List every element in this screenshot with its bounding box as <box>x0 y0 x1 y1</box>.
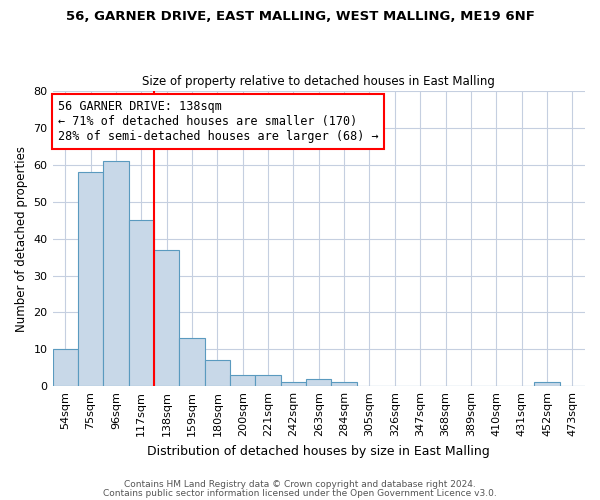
Bar <box>534 382 560 386</box>
Text: Contains public sector information licensed under the Open Government Licence v3: Contains public sector information licen… <box>103 488 497 498</box>
Bar <box>103 161 128 386</box>
Bar <box>179 338 205 386</box>
Title: Size of property relative to detached houses in East Malling: Size of property relative to detached ho… <box>142 76 495 88</box>
Bar <box>256 375 281 386</box>
Bar <box>230 375 256 386</box>
X-axis label: Distribution of detached houses by size in East Malling: Distribution of detached houses by size … <box>148 444 490 458</box>
Text: Contains HM Land Registry data © Crown copyright and database right 2024.: Contains HM Land Registry data © Crown c… <box>124 480 476 489</box>
Y-axis label: Number of detached properties: Number of detached properties <box>15 146 28 332</box>
Bar <box>128 220 154 386</box>
Bar <box>331 382 357 386</box>
Bar <box>306 379 331 386</box>
Bar <box>281 382 306 386</box>
Bar <box>205 360 230 386</box>
Bar <box>154 250 179 386</box>
Text: 56 GARNER DRIVE: 138sqm
← 71% of detached houses are smaller (170)
28% of semi-d: 56 GARNER DRIVE: 138sqm ← 71% of detache… <box>58 100 379 143</box>
Text: 56, GARNER DRIVE, EAST MALLING, WEST MALLING, ME19 6NF: 56, GARNER DRIVE, EAST MALLING, WEST MAL… <box>65 10 535 23</box>
Bar <box>78 172 103 386</box>
Bar <box>53 350 78 386</box>
